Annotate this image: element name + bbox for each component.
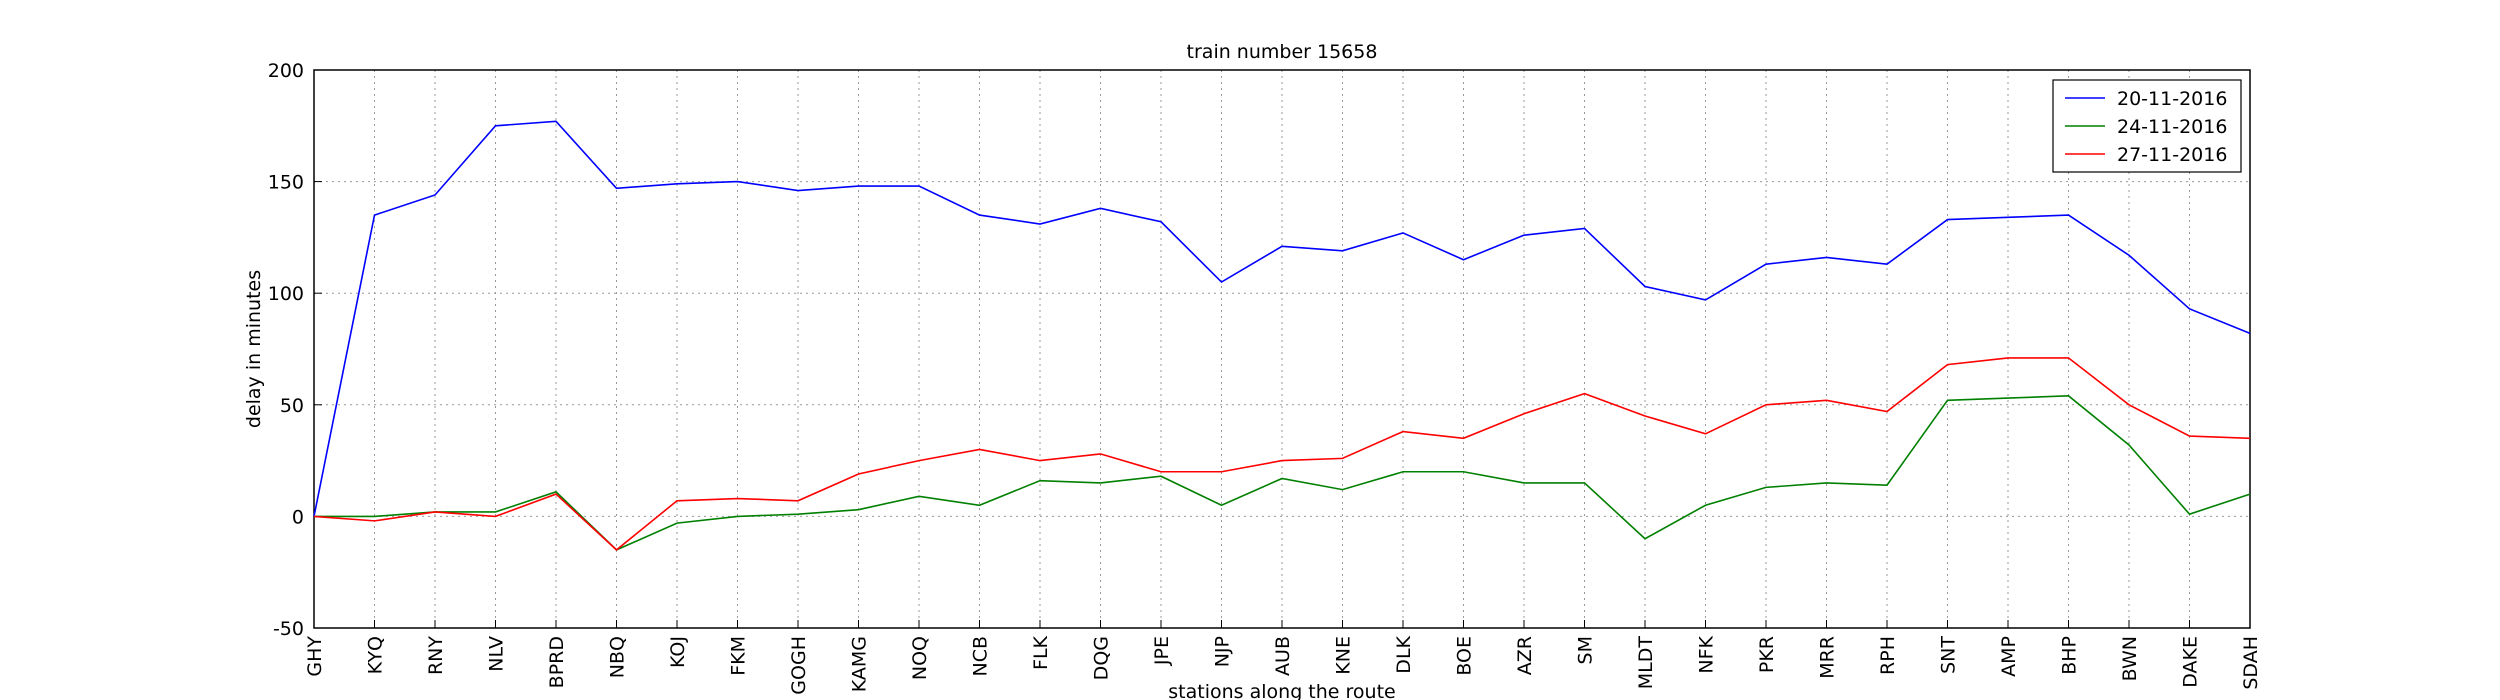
x-tick-label: SM bbox=[1575, 636, 1597, 664]
x-tick-label: NJP bbox=[1212, 636, 1234, 667]
x-tick-label: NFK bbox=[1696, 635, 1718, 673]
x-tick-label: AUB bbox=[1272, 636, 1294, 676]
x-tick-label: KNE bbox=[1333, 636, 1355, 675]
x-tick-label: AZR bbox=[1514, 636, 1536, 675]
x-tick-label: FLK bbox=[1030, 635, 1052, 670]
legend-label: 24-11-2016 bbox=[2117, 116, 2227, 138]
x-tick-label: PKR bbox=[1756, 636, 1778, 673]
x-tick-label: NOQ bbox=[909, 636, 931, 680]
x-tick-label: KAMG bbox=[849, 636, 871, 692]
x-tick-label: NBQ bbox=[607, 636, 629, 678]
x-tick-label: RPH bbox=[1877, 636, 1899, 675]
y-tick-label: 0 bbox=[292, 506, 304, 528]
x-tick-label: KOJ bbox=[667, 636, 689, 668]
y-tick-label: 100 bbox=[268, 283, 304, 305]
y-axis-label: delay in minutes bbox=[243, 270, 265, 428]
x-tick-label: BOE bbox=[1454, 636, 1476, 676]
x-tick-label: GHY bbox=[304, 636, 326, 677]
y-tick-label: 50 bbox=[280, 395, 304, 417]
x-tick-label: BPRD bbox=[546, 636, 568, 688]
x-tick-label: KYQ bbox=[365, 636, 387, 674]
x-tick-label: MLDT bbox=[1635, 636, 1657, 690]
x-tick-label: BWN bbox=[2119, 636, 2141, 681]
chart-title: train number 15658 bbox=[1187, 41, 1378, 63]
x-tick-label: AMP bbox=[1998, 636, 2020, 677]
y-tick-label: 200 bbox=[268, 60, 304, 82]
y-tick-label: -50 bbox=[273, 618, 304, 640]
x-tick-label: NCB bbox=[970, 636, 992, 677]
x-tick-label: FKM bbox=[728, 636, 750, 676]
x-tick-label: DAKE bbox=[2180, 636, 2202, 688]
x-axis-label: stations along the route bbox=[1168, 681, 1395, 700]
y-tick-label: 150 bbox=[268, 172, 304, 194]
x-tick-label: JPE bbox=[1151, 636, 1173, 666]
x-tick-label: NLV bbox=[486, 636, 508, 672]
series-line bbox=[313, 120, 2251, 517]
x-tick-label: MRR bbox=[1817, 636, 1839, 679]
x-tick-label: SDAH bbox=[2240, 636, 2262, 690]
x-tick-label: RNY bbox=[425, 636, 447, 675]
x-tick-label: GOGH bbox=[788, 636, 810, 695]
legend-label: 27-11-2016 bbox=[2117, 144, 2227, 166]
plot-frame bbox=[313, 69, 2251, 629]
x-tick-label: DLK bbox=[1393, 635, 1415, 673]
legend-label: 20-11-2016 bbox=[2117, 88, 2227, 110]
x-tick-label: BHP bbox=[2059, 636, 2081, 675]
x-tick-label: DQG bbox=[1091, 636, 1113, 680]
series-line bbox=[314, 395, 2251, 551]
x-tick-label: SNT bbox=[1938, 636, 1960, 674]
series-line bbox=[313, 357, 2251, 551]
